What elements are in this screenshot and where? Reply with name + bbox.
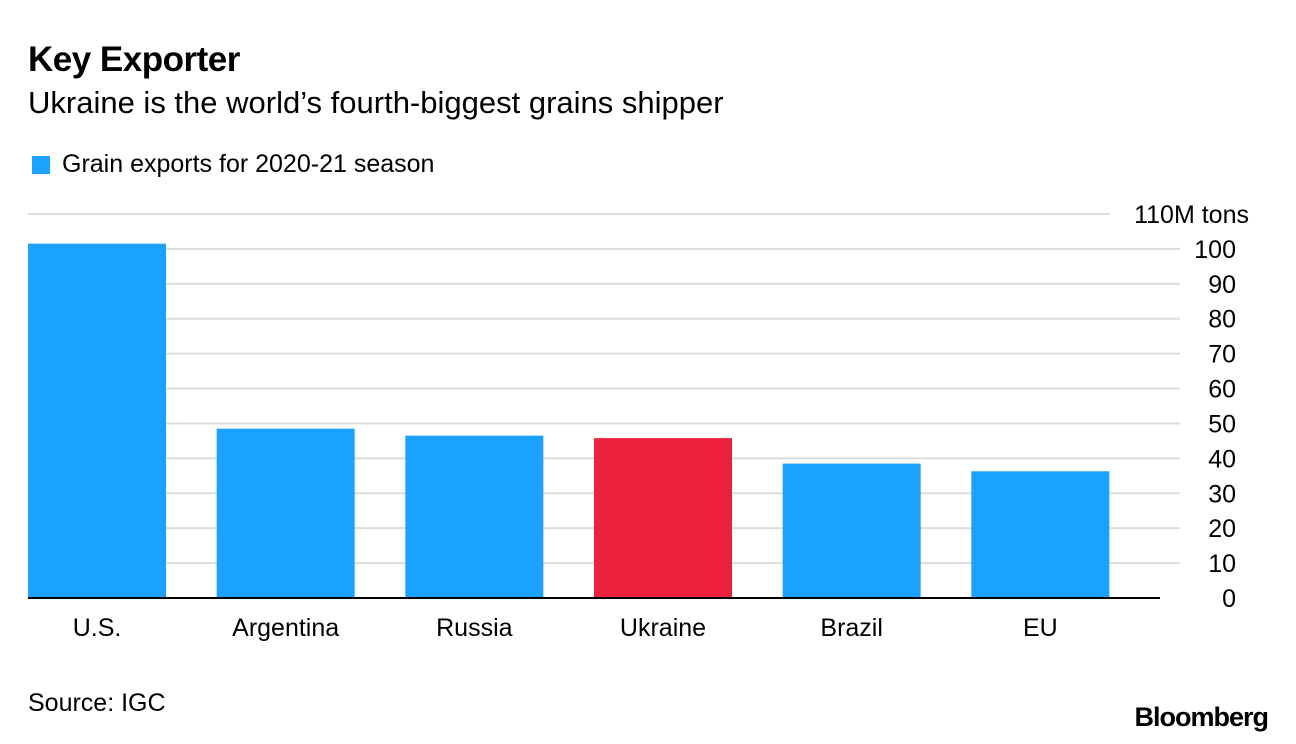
y-tick-label: 80 (1208, 306, 1236, 334)
legend: Grain exports for 2020-21 season (32, 150, 434, 179)
chart-subtitle: Ukraine is the world’s fourth-biggest gr… (28, 85, 724, 120)
source-note: Source: IGC (28, 689, 166, 717)
x-tick-label: Argentina (232, 614, 339, 642)
y-tick-label: 70 (1208, 341, 1236, 369)
x-tick-label: U.S. (73, 614, 122, 642)
y-tick-label: 90 (1208, 271, 1236, 299)
bar-brazil (782, 463, 921, 598)
y-tick-label: 0 (1222, 585, 1236, 613)
x-tick-label: Ukraine (620, 614, 706, 642)
y-tick-label: 40 (1208, 445, 1236, 473)
bar-ukraine (594, 438, 732, 598)
bar-russia (405, 435, 544, 598)
x-tick-label: Brazil (820, 614, 883, 642)
bar-us (28, 243, 166, 598)
x-tick-label: EU (1023, 614, 1058, 642)
chart-title: Key Exporter (28, 40, 240, 79)
bloomberg-logo: Bloomberg (1134, 702, 1269, 732)
y-tick-label: 10 (1208, 550, 1236, 578)
bar-argentina (216, 428, 355, 598)
bar-eu (971, 471, 1110, 598)
x-tick-label: Russia (436, 614, 513, 642)
y-tick-label: 20 (1208, 515, 1236, 543)
legend-label: Grain exports for 2020-21 season (62, 150, 435, 178)
y-tick-label: 30 (1208, 480, 1236, 508)
legend-swatch (32, 155, 50, 174)
y-tick-label: 110M tons (1134, 201, 1249, 229)
y-tick-label: 100 (1194, 236, 1236, 264)
y-tick-label: 60 (1208, 376, 1236, 404)
y-tick-label: 50 (1208, 410, 1236, 438)
